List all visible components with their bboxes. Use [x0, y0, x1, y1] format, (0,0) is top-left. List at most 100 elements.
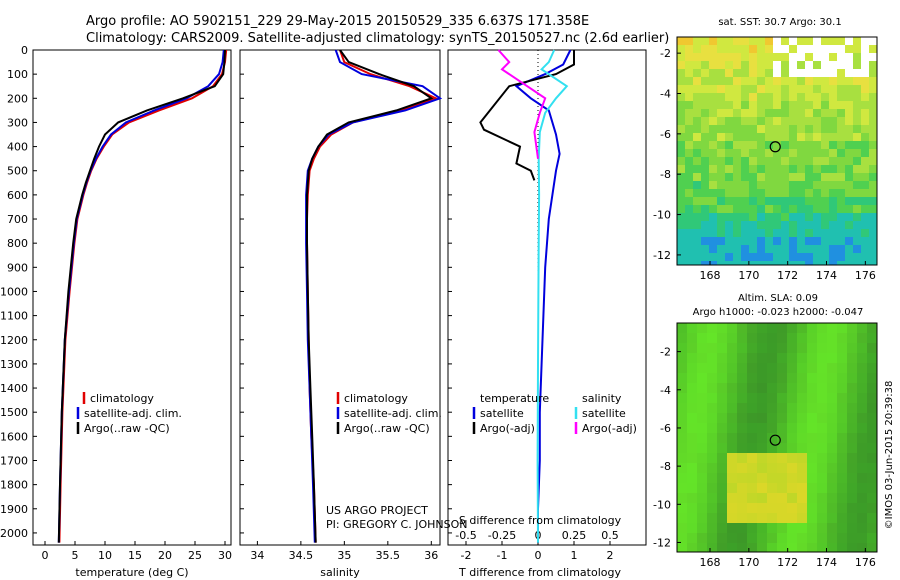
heatmap-cell: [813, 261, 821, 265]
heatmap-cell: [677, 353, 687, 363]
heatmap-cell: [765, 61, 773, 69]
heatmap-cell: [707, 493, 717, 503]
heatmap-cell: [861, 133, 869, 141]
heatmap-cell: [677, 493, 687, 503]
heatmap-cell: [727, 533, 737, 543]
heatmap-cell: [685, 69, 693, 77]
heatmap-cell: [781, 61, 789, 69]
heatmap-cell: [837, 221, 845, 229]
heatmap-cell: [677, 221, 685, 229]
difference-plot: -2 -1 0 1 2-0.5 -0.25 0 0.25 0.5: [455, 49, 619, 562]
heatmap-cell: [707, 433, 717, 443]
heatmap-cell: [845, 37, 853, 45]
heatmap-cell: [733, 77, 741, 85]
heatmap-cell: [829, 149, 837, 157]
heatmap-cell: [765, 197, 773, 205]
heatmap-cell: [709, 141, 717, 149]
heatmap-cell: [701, 125, 709, 133]
heatmap-cell: [741, 213, 749, 221]
heatmap-cell: [861, 221, 869, 229]
heatmap-cell: [747, 333, 757, 343]
heatmap-cell: [749, 125, 757, 133]
heatmap-cell: [797, 141, 805, 149]
heatmap-cell: [677, 363, 687, 373]
sst-map: 168 170 172 174 176 -2 -4 -6 -8 -10 -12: [653, 37, 877, 282]
heatmap-cell: [777, 453, 787, 463]
heatmap-cell: [747, 343, 757, 353]
heatmap-cell: [869, 213, 877, 221]
map-y-tick-label: -10: [653, 498, 671, 511]
heatmap-cell: [837, 513, 847, 523]
heatmap-cell: [717, 533, 727, 543]
heatmap-cell: [781, 197, 789, 205]
heatmap-cell: [707, 373, 717, 383]
heatmap-cell: [807, 333, 817, 343]
heatmap-cell: [733, 149, 741, 157]
heatmap-cell: [733, 229, 741, 237]
heatmap-cell: [837, 393, 847, 403]
heatmap-cell: [777, 483, 787, 493]
heatmap-cell: [685, 253, 693, 261]
heatmap-cell: [777, 473, 787, 483]
heatmap-cell: [821, 157, 829, 165]
heatmap-cell: [807, 373, 817, 383]
heatmap-cell: [747, 443, 757, 453]
heatmap-cell: [677, 433, 687, 443]
heatmap-cell: [685, 109, 693, 117]
title-line1: Argo profile: AO 5902151_229 29-May-2015…: [86, 14, 589, 29]
heatmap-cell: [677, 53, 685, 61]
heatmap-cell: [757, 133, 765, 141]
heatmap-cell: [777, 543, 787, 552]
heatmap-cell: [805, 253, 813, 261]
heatmap-cell: [805, 189, 813, 197]
s-tick-label: -0.25: [488, 529, 516, 542]
heatmap-cell: [869, 45, 877, 53]
heatmap-cell: [765, 117, 773, 125]
heatmap-cell: [813, 165, 821, 173]
heatmap-cell: [687, 413, 697, 423]
heatmap-cell: [757, 109, 765, 117]
heatmap-cell: [767, 533, 777, 543]
heatmap-cell: [827, 423, 837, 433]
heatmap-cell: [709, 109, 717, 117]
heatmap-cell: [829, 237, 837, 245]
heatmap-cell: [787, 493, 797, 503]
heatmap-cell: [693, 157, 701, 165]
heatmap-cell: [741, 37, 749, 45]
heatmap-cell: [867, 533, 877, 543]
heatmap-cell: [781, 253, 789, 261]
heatmap-cell: [805, 85, 813, 93]
heatmap-cell: [765, 261, 773, 265]
heatmap-cell: [765, 157, 773, 165]
heatmap-cell: [733, 197, 741, 205]
heatmap-cell: [853, 109, 861, 117]
heatmap-cell: [747, 323, 757, 333]
heatmap-cell: [685, 61, 693, 69]
heatmap-cell: [733, 189, 741, 197]
heatmap-cell: [725, 221, 733, 229]
heatmap-cell: [813, 245, 821, 253]
heatmap-cell: [797, 53, 805, 61]
heatmap-cell: [813, 101, 821, 109]
heatmap-cell: [781, 45, 789, 53]
heatmap-cell: [741, 221, 749, 229]
heatmap-cell: [741, 133, 749, 141]
heatmap-cell: [677, 69, 685, 77]
heatmap-cell: [847, 333, 857, 343]
heatmap-cell: [813, 213, 821, 221]
heatmap-cell: [861, 165, 869, 173]
heatmap-cell: [765, 253, 773, 261]
heatmap-cell: [697, 453, 707, 463]
heatmap-cell: [737, 323, 747, 333]
heatmap-cell: [829, 165, 837, 173]
heatmap-cell: [717, 173, 725, 181]
depth-tick-label: 700: [7, 213, 28, 226]
heatmap-cell: [781, 77, 789, 85]
heatmap-cell: [797, 503, 807, 513]
heatmap-cell: [837, 117, 845, 125]
heatmap-cell: [827, 413, 837, 423]
heatmap-cell: [757, 473, 767, 483]
heatmap-cell: [717, 77, 725, 85]
heatmap-cell: [737, 373, 747, 383]
heatmap-cell: [861, 61, 869, 69]
